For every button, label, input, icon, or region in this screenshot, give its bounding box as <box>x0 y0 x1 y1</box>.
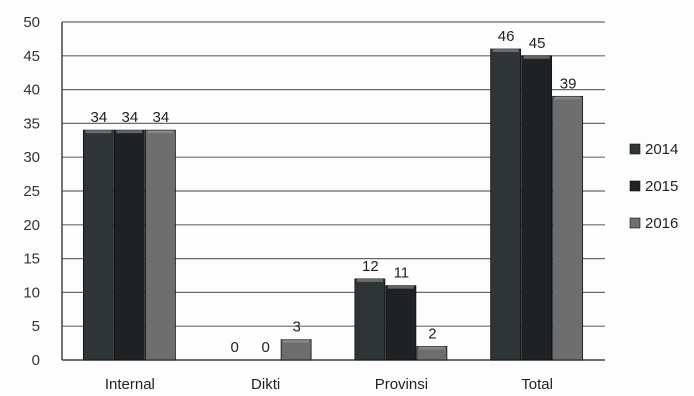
data-label: 0 <box>261 339 269 356</box>
legend: 2014 2015 2016 <box>629 141 678 232</box>
category-label-dikti: Dikti <box>251 376 280 393</box>
bar-top-highlight <box>283 339 310 343</box>
bar-top-highlight <box>116 130 143 134</box>
category-label-internal: Internal <box>105 376 155 393</box>
data-labels: 34 34 34 0 0 3 12 11 2 46 45 39 <box>91 28 577 356</box>
bar-internal-2014 <box>82 129 114 361</box>
bar-internal-2015 <box>113 129 145 361</box>
y-tick-label: 40 <box>23 82 40 99</box>
data-label: 46 <box>498 28 515 45</box>
bar-provinsi-2014 <box>354 278 386 361</box>
data-label: 39 <box>560 75 577 92</box>
y-tick-label: 35 <box>23 115 40 132</box>
y-tick-label: 5 <box>32 318 40 335</box>
bars <box>82 48 584 361</box>
legend-label-2016: 2016 <box>645 215 678 232</box>
bar-total-2016 <box>552 95 584 361</box>
bar-top-highlight <box>523 55 550 59</box>
bar-top-highlight <box>356 278 383 282</box>
data-label: 34 <box>122 109 139 126</box>
y-tick-label: 20 <box>23 217 40 234</box>
x-axis-categories: Internal Dikti Provinsi Total <box>105 376 553 393</box>
y-tick-label: 30 <box>23 149 40 166</box>
category-label-provinsi: Provinsi <box>375 376 428 393</box>
data-label: 3 <box>292 319 300 336</box>
y-tick-label: 10 <box>23 284 40 301</box>
bar-top-highlight <box>85 130 112 134</box>
data-label: 12 <box>362 258 379 275</box>
legend-swatch-2014 <box>629 143 641 155</box>
data-label: 11 <box>394 265 410 282</box>
y-tick-label: 45 <box>23 48 40 65</box>
bar-dikti-2016 <box>280 339 312 361</box>
bar-internal-2016 <box>144 129 176 361</box>
legend-swatch-2015 <box>629 180 641 192</box>
bar-top-highlight <box>492 49 519 53</box>
bar-top-highlight <box>418 346 445 350</box>
data-label: 45 <box>529 35 546 52</box>
legend-swatch-2016 <box>629 217 641 229</box>
legend-label-2014: 2014 <box>645 141 678 158</box>
data-label: 34 <box>91 109 108 126</box>
y-axis-ticks: 0 5 10 15 20 25 30 35 40 45 50 <box>23 14 40 369</box>
data-label: 34 <box>153 109 170 126</box>
bar-top-highlight <box>387 285 414 289</box>
category-label-total: Total <box>521 376 553 393</box>
bar-top-highlight <box>147 130 174 134</box>
y-tick-label: 15 <box>23 251 40 268</box>
legend-label-2015: 2015 <box>645 178 678 195</box>
bar-top-highlight <box>554 96 581 100</box>
data-label: 2 <box>428 325 436 342</box>
bar-total-2014 <box>490 48 522 361</box>
bar-total-2015 <box>521 55 553 361</box>
y-tick-label: 50 <box>23 14 40 31</box>
data-label: 0 <box>230 339 238 356</box>
y-tick-label: 25 <box>23 183 40 200</box>
y-tick-label: 0 <box>32 352 40 369</box>
bar-provinsi-2015 <box>385 285 417 361</box>
